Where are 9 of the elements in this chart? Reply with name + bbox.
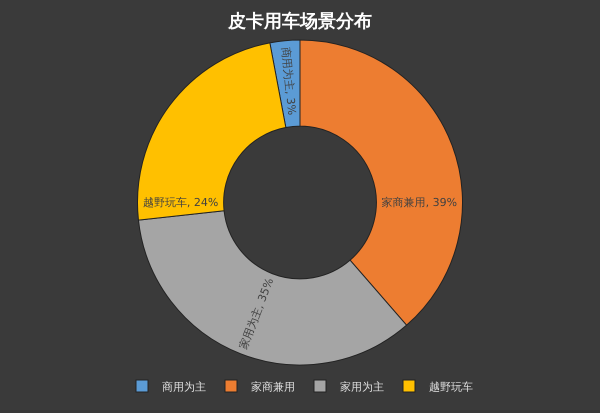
data-label: 家商兼用, 39% [382,196,458,209]
chart-title: 皮卡用车场景分布 [227,11,372,32]
data-label: 家用为主, 35% [236,276,276,352]
data-label: 商用为主, 3% [278,46,298,116]
legend-label: 越野玩车 [429,380,473,394]
legend-label: 家商兼用 [251,380,295,394]
data-label: 越野玩车, 24% [142,196,218,209]
legend-label: 家用为主 [340,380,384,394]
legend-label: 商用为主 [162,380,206,394]
